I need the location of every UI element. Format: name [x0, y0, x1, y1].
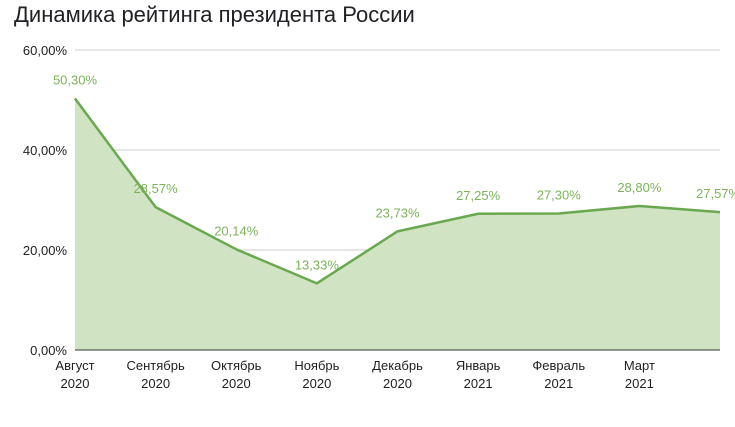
x-tick-label: Февраль — [532, 358, 585, 373]
x-tick-label: Январь — [456, 358, 501, 373]
x-tick-year: 2020 — [383, 376, 412, 391]
x-axis-ticks: Август 2020 Сентябрь 2020 Октябрь 2020 Ноябрь 2… — [55, 358, 655, 391]
area-shape — [75, 98, 720, 350]
data-label: 20,14% — [214, 223, 259, 238]
data-label: 23,73% — [375, 205, 420, 220]
x-tick-label: Декабрь — [372, 358, 423, 373]
y-tick-label: 0,00% — [30, 343, 67, 358]
data-label: 28,80% — [617, 180, 662, 195]
area-fill — [75, 98, 720, 351]
data-label: 28,57% — [134, 181, 179, 196]
series-line — [73, 97, 721, 285]
data-label: 27,57% — [696, 186, 735, 201]
y-tick-label: 20,00% — [23, 243, 68, 258]
x-tick-label: Ноябрь — [294, 358, 339, 373]
y-tick-label: 60,00% — [23, 43, 68, 58]
x-tick-year: 2020 — [302, 376, 331, 391]
data-label: 27,25% — [456, 188, 501, 203]
x-tick-year: 2020 — [222, 376, 251, 391]
x-tick-label: Сентябрь — [127, 358, 185, 373]
x-tick-year: 2021 — [544, 376, 573, 391]
x-tick-label: Март — [624, 358, 655, 373]
y-tick-label: 40,00% — [23, 143, 68, 158]
x-tick-year: 2021 — [464, 376, 493, 391]
data-label: 27,30% — [537, 188, 582, 203]
x-tick-year: 2020 — [141, 376, 170, 391]
data-labels: 50,30% 28,57% 20,14% 13,33% 23,73% 27,25% 27,3… — [53, 73, 735, 273]
chart-title: Динамика рейтинга президента России — [14, 2, 415, 27]
x-tick-year: 2020 — [61, 376, 90, 391]
data-label: 50,30% — [53, 73, 98, 88]
x-tick-year: 2021 — [625, 376, 654, 391]
x-tick-label: Октябрь — [211, 358, 262, 373]
x-tick-label: Август — [55, 358, 94, 373]
data-label: 13,33% — [295, 257, 340, 272]
y-axis-ticks: 0,00% 20,00% 40,00% 60,00% — [23, 43, 68, 358]
